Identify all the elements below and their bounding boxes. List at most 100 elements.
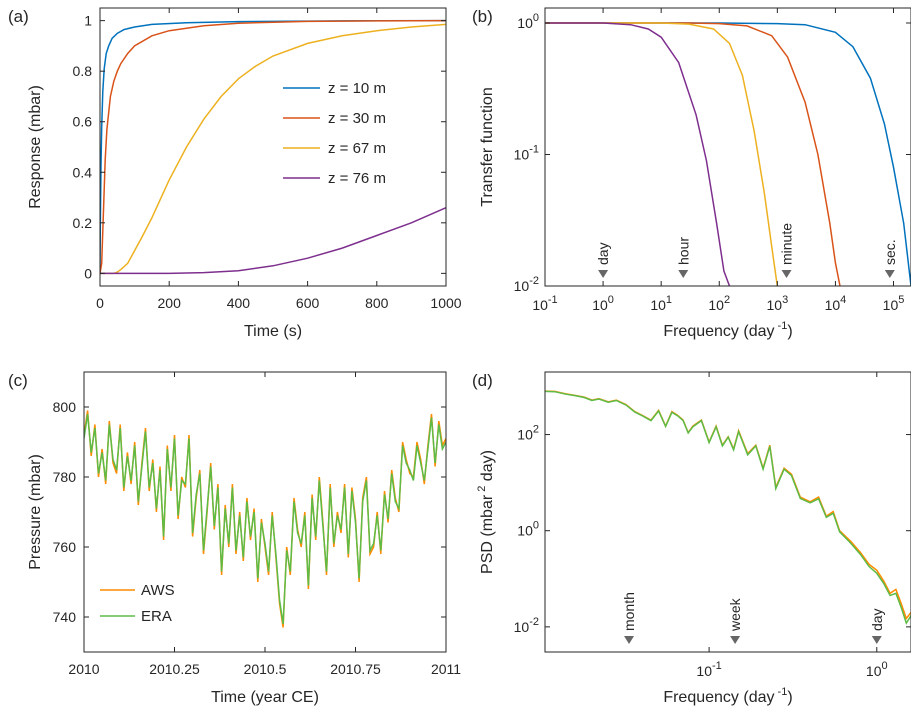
series-line-0: [100, 19, 446, 274]
y-axis-label: Pressure (mbar): [27, 454, 44, 570]
y-tick-label-base: 10: [514, 619, 530, 635]
marker-label: minute: [779, 223, 795, 265]
series-line-2: [545, 22, 779, 286]
y-tick-label: 1: [84, 13, 92, 29]
series-line-0: [545, 22, 911, 286]
panel-0: 0 200 400 600 800 1000 0 0.2 0.4 0.6 0.8 1 (a) Time (…: [8, 7, 462, 340]
x-tick-label: 2010: [68, 661, 99, 677]
y-tick-label-exp: -1: [529, 143, 539, 155]
x-tick-label: 2011: [431, 661, 461, 677]
y-tick-label: 0.8: [73, 63, 93, 79]
x-tick-label: 400: [227, 295, 251, 311]
x-tick-label: 2010.25: [149, 661, 200, 677]
x-tick-label-exp: 2: [724, 294, 730, 306]
y-tick-label-exp: 0: [533, 520, 539, 532]
x-tick-label: 1000: [430, 295, 461, 311]
x-tick-label: 600: [296, 295, 320, 311]
series-line-3: [545, 22, 731, 286]
x-tick-label-base: 10: [532, 297, 548, 313]
x-axis-label-exp: -1: [775, 686, 788, 698]
axes-frame: [83, 371, 447, 653]
y-tick-label: 100: [517, 12, 539, 31]
legend-label: ERA: [141, 608, 172, 625]
x-tick-label-base: 10: [883, 297, 899, 313]
legend-label: AWS: [141, 582, 175, 599]
x-tick-label: 100: [866, 660, 888, 679]
x-tick-label-base: 10: [696, 663, 712, 679]
series-line-1: [545, 22, 841, 286]
y-axis-label-text: Transfer function: [479, 87, 496, 206]
x-tick-label-base: 10: [650, 297, 666, 313]
x-tick-label: 10-1: [532, 294, 557, 313]
series-line-2: [100, 23, 446, 275]
y-axis-label-text: Pressure (mbar): [27, 454, 44, 570]
x-tick-label-exp: 4: [840, 294, 846, 306]
marker-label: day: [595, 242, 611, 265]
y-tick-label: 10-1: [514, 143, 539, 162]
panel-label: (a): [8, 7, 29, 26]
x-tick-label: 104: [825, 294, 847, 313]
marker-triangle: [678, 270, 689, 278]
x-tick-label: 0: [96, 295, 104, 311]
x-axis-label: Frequency (day -1): [663, 686, 792, 706]
panel-2: 2010 2010.25 2010.5 2010.75 2011 740 760 780 800…: [8, 371, 461, 706]
y-tick-label: 100: [517, 520, 539, 539]
series-line-0: [545, 390, 911, 620]
x-tick-label: 800: [365, 295, 389, 311]
panel-label: (d): [472, 371, 493, 390]
x-tick-label-base: 10: [708, 297, 724, 313]
marker-triangle: [598, 270, 609, 278]
y-tick-label: 0: [84, 265, 92, 281]
y-tick-label: 780: [53, 469, 77, 485]
x-tick-label-exp: -1: [548, 294, 558, 306]
x-axis-label-text: Frequency (day: [663, 323, 774, 340]
x-tick-label-exp: 1: [666, 294, 672, 306]
series-line-1: [84, 413, 446, 625]
y-axis-label: Response (mbar): [27, 85, 44, 209]
y-tick-label-base: 10: [514, 278, 530, 294]
axes-frame: [544, 7, 911, 287]
panel-label: (c): [8, 371, 28, 390]
series-group: [100, 19, 446, 275]
y-axis-label: Transfer function: [479, 87, 496, 206]
x-tick-label-exp: -1: [712, 660, 722, 672]
x-axis-label-end: ): [787, 323, 792, 340]
y-tick-label-exp: -2: [529, 275, 539, 287]
marker-label: day: [869, 608, 885, 631]
y-axis-label-exp: 2: [476, 486, 488, 495]
y-axis-label-text: PSD (mbar: [479, 494, 496, 574]
x-tick-label-base: 10: [825, 297, 841, 313]
marker-label: hour: [675, 237, 691, 265]
legend-label: z = 30 m: [328, 110, 386, 127]
series-group: [545, 390, 911, 625]
x-tick-label-exp: 3: [782, 294, 788, 306]
x-tick-label: 100: [592, 294, 614, 313]
x-tick-label: 105: [883, 294, 905, 313]
y-tick-label-base: 10: [517, 15, 533, 31]
x-tick-label: 103: [766, 294, 788, 313]
x-tick-label: 102: [708, 294, 730, 313]
marker-triangle: [781, 270, 792, 278]
x-axis-label-text: Time (s): [244, 323, 302, 340]
x-tick-label: 2010.75: [330, 661, 381, 677]
marker-triangle: [884, 270, 895, 278]
legend-label: z = 10 m: [328, 80, 386, 97]
legend-label: z = 76 m: [328, 170, 386, 187]
y-axis-label: PSD (mbar 2 day): [476, 450, 496, 574]
x-axis-label: Time (s): [244, 323, 302, 340]
x-tick-label: 200: [158, 295, 182, 311]
y-tick-label-base: 10: [514, 146, 530, 162]
y-tick-label-base: 10: [517, 427, 533, 443]
x-axis-label: Frequency (day -1): [663, 320, 792, 340]
marker-label: month: [621, 592, 637, 631]
marker-triangle: [730, 636, 741, 644]
y-tick-label-exp: -2: [529, 616, 539, 628]
x-tick-label-base: 10: [766, 297, 782, 313]
axes-frame: [99, 7, 447, 287]
y-tick-label: 0.6: [73, 114, 93, 130]
marker-label: sec.: [882, 239, 898, 265]
y-tick-label-exp: 0: [533, 12, 539, 24]
x-tick-label-exp: 0: [882, 660, 888, 672]
